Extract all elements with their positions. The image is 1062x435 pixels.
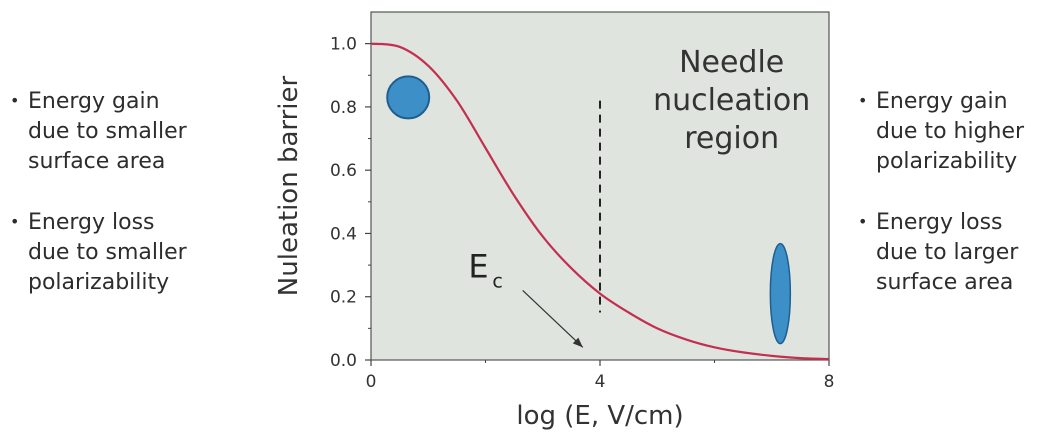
region-label-line: region [684, 121, 779, 156]
right-note-2: Energy loss due to larger surface area [858, 207, 1058, 298]
left-notes: Energy gain due to smaller surface area … [10, 86, 250, 329]
y-tick-label: 1.0 [330, 35, 357, 55]
nucleus-markers [386, 75, 792, 345]
right-notes: Energy gain due to higher polarizability… [858, 86, 1058, 329]
y-tick-label: 0.0 [330, 351, 357, 371]
y-tick-label: 0.4 [330, 224, 357, 244]
sphere-nucleus-icon [386, 75, 431, 120]
needle-nucleus-icon [769, 242, 792, 345]
left-note-2-line-2: due to smaller [28, 240, 187, 265]
region-label-line: nucleation [653, 83, 810, 118]
y-tick-label: 0.2 [330, 288, 357, 308]
x-tick-label: 0 [366, 372, 377, 392]
barrier-curve [370, 42, 830, 361]
x-axis-label: log (E, V/cm) [516, 401, 683, 431]
critical-field-subscript: c [492, 271, 502, 293]
right-note-1-line-1: Energy gain [876, 89, 1008, 114]
left-note-1: Energy gain due to smaller surface area [10, 86, 250, 177]
right-note-1: Energy gain due to higher polarizability [858, 86, 1058, 177]
arrow-head-icon [572, 337, 583, 348]
y-tick-label: 0.6 [330, 161, 357, 181]
left-note-1-line-2: due to smaller [28, 119, 187, 144]
right-note-1-line-3: polarizability [876, 149, 1018, 174]
left-note-2-line-3: polarizability [28, 270, 170, 295]
left-note-2: Energy loss due to smaller polarizabilit… [10, 207, 250, 298]
critical-field-arrow [522, 289, 584, 348]
right-note-2-line-2: due to larger [876, 240, 1019, 265]
left-note-1-line-1: Energy gain [28, 89, 160, 114]
tick-labels: 0.0 0.2 0.4 0.6 0.8 1.0 0 4 8 [330, 35, 834, 392]
y-axis-label: Nuleation barrier [274, 75, 304, 296]
region-label-line: Needle [679, 45, 784, 80]
critical-field-symbol: E [468, 248, 488, 286]
right-note-2-line-3: surface area [876, 270, 1014, 295]
right-note-1-line-2: due to higher [876, 119, 1025, 144]
left-note-2-line-1: Energy loss [28, 210, 155, 235]
x-tick-label: 4 [595, 372, 606, 392]
y-tick-label: 0.8 [330, 98, 357, 118]
right-note-2-line-1: Energy loss [876, 210, 1003, 235]
axis-ticks [365, 43, 830, 366]
left-note-1-line-3: surface area [28, 149, 166, 174]
x-tick-label: 8 [824, 372, 835, 392]
arrow-shaft [522, 289, 584, 348]
